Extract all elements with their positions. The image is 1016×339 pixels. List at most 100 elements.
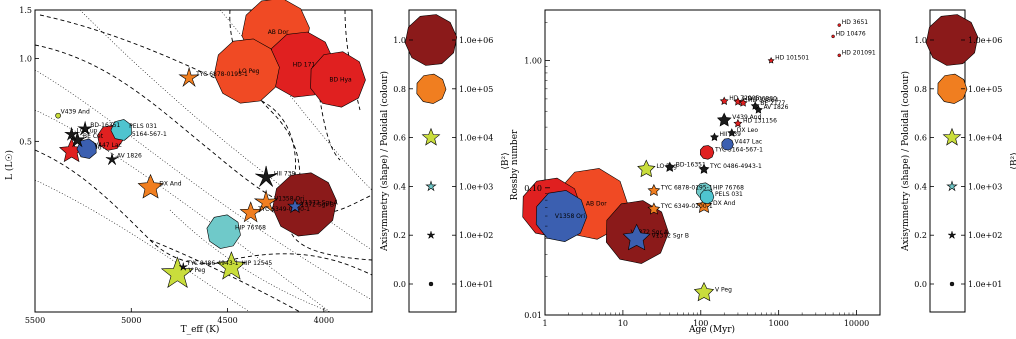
hr-point-label: HD 171488 xyxy=(293,62,327,69)
legend-frame xyxy=(408,9,457,313)
rossby-point-label: V1372 Sgr A xyxy=(631,229,669,236)
rossby-point-label: HD 201091 xyxy=(842,49,876,56)
rossby-point-label: HD 131156 xyxy=(743,118,777,125)
rossby-point xyxy=(622,223,651,251)
hr-point-label: V1372 Sgr A xyxy=(300,199,338,206)
legend-marker xyxy=(948,231,956,239)
legend-marker xyxy=(946,180,958,192)
hr-point xyxy=(55,112,61,119)
rossby-y-tick-label: 1.00 xyxy=(524,57,542,66)
legend-panel-2: 1.0e+01 1.0e+02 1.0e+03 1.0e+04 1.0e+05 1.0e+… xyxy=(900,9,1016,313)
legend-ylabel: Axisymmetry (shape) / Poloidal (colour) xyxy=(379,71,390,252)
hr-point xyxy=(287,198,303,214)
hr-point xyxy=(137,173,164,199)
rossby-point xyxy=(719,96,729,105)
hr-point-label: TYC 0486-4943-1 xyxy=(186,260,239,267)
legend-marker xyxy=(942,127,962,146)
hr-xlabel: T_eff (K) xyxy=(181,324,220,335)
rossby-point xyxy=(535,190,588,243)
legend-value: 1.0e+05 xyxy=(459,85,493,94)
hr-ylabel: L (L☉) xyxy=(4,150,15,180)
rossby-point-label: V1372 Sgr B xyxy=(652,232,689,239)
legend-asym-tick: 0.6 xyxy=(914,134,927,143)
legend-marker xyxy=(428,281,434,287)
rossby-point xyxy=(693,281,715,302)
evolution-track xyxy=(34,179,251,313)
legend-marker xyxy=(421,127,441,146)
rossby-point-label: DX And xyxy=(713,200,736,207)
legend-panel-1: 1.0e+01 1.0e+02 1.0e+03 1.0e+04 1.0e+05 1.0e+… xyxy=(379,9,511,313)
rossby-point-label: HIP 76768 xyxy=(713,185,744,192)
legend-marker xyxy=(404,14,458,66)
legend-value: 1.0e+04 xyxy=(459,134,493,143)
legend-value: 1.0e+06 xyxy=(968,36,1002,45)
rossby-plot-frame xyxy=(544,9,881,316)
hr-point xyxy=(64,126,80,141)
rossby-x-tick-label: 100 xyxy=(693,319,708,328)
rossby-point xyxy=(664,161,676,172)
rossby-xlabel: Age (Myr) xyxy=(688,324,735,335)
legend-asym-tick: 0.0 xyxy=(914,280,927,289)
hr-ticks: 5500 5000 4500 4000 0.5 1.0 1.5 xyxy=(19,6,334,325)
legend-marker xyxy=(937,73,968,104)
hr-point-label: HIP 76768 xyxy=(235,225,266,232)
hr-point xyxy=(69,131,86,148)
rossby-point-label: HD 3651 xyxy=(842,19,868,26)
hr-point xyxy=(216,251,247,280)
hr-point-label: TYC 5164-567-1 xyxy=(118,131,167,138)
rossby-point xyxy=(699,189,715,205)
rossby-point xyxy=(721,138,734,151)
hr-point-label: V Peg xyxy=(188,267,205,274)
hr-point xyxy=(178,66,200,88)
rossby-ticks: 1 10 100 1000 10000 0.01 0.10 1.00 xyxy=(524,22,869,328)
hr-point xyxy=(160,256,195,289)
hr-point-label: DX And xyxy=(159,180,182,187)
legend-value: 1.0e+06 xyxy=(459,36,493,45)
rossby-point-label: HD 10476 xyxy=(836,30,866,37)
rossby-x-tick-label: 10000 xyxy=(844,319,869,328)
rossby-point xyxy=(750,101,760,110)
rossby-point xyxy=(716,112,732,127)
legend-value: 1.0e+03 xyxy=(968,182,1002,191)
rossby-y-tick-label: 0.10 xyxy=(524,184,542,193)
rossby-point xyxy=(837,23,842,27)
hr-point xyxy=(179,262,188,271)
rossby-point xyxy=(699,145,715,160)
legend-value: 1.0e+02 xyxy=(968,231,1002,240)
legend-ylabel: Axisymmetry (shape) / Poloidal (colour) xyxy=(900,71,911,252)
hr-x-tick-label: 5000 xyxy=(121,316,141,325)
hr-point xyxy=(255,165,278,187)
hr-x-tick-label: 5500 xyxy=(25,316,45,325)
legend-asym-tick: 1.0 xyxy=(393,36,406,45)
hr-point-label: V1358 Ori xyxy=(274,195,304,202)
rossby-point-label: DX Leo xyxy=(737,127,759,134)
hr-point-label: V447 Lac xyxy=(94,142,122,149)
legend-asym-tick: 0.6 xyxy=(393,134,406,143)
rossby-point-label: V Peg xyxy=(715,287,732,294)
hr-point xyxy=(272,172,337,237)
rossby-point xyxy=(837,53,842,58)
hr-point-label: V439 And xyxy=(61,109,90,116)
rossby-point xyxy=(753,105,763,114)
legend-asym-tick: 1.0 xyxy=(914,36,927,45)
rossby-point xyxy=(647,202,661,215)
evolution-track xyxy=(34,149,373,276)
hr-x-tick-label: 4500 xyxy=(217,316,237,325)
rossby-point xyxy=(733,96,743,106)
legend-marker xyxy=(949,281,955,287)
legend-asym-tick: 0.0 xyxy=(393,280,406,289)
rossby-point xyxy=(738,98,748,107)
hr-y-tick-label: 0.5 xyxy=(19,137,32,146)
rossby-point-label: HD 33564 xyxy=(748,97,778,104)
hr-x-tick-label: 4000 xyxy=(314,316,334,325)
rossby-point-label: V1358 Ori xyxy=(555,213,585,220)
rossby-point-label: HD 206860 xyxy=(743,96,777,103)
evolution-track xyxy=(169,209,331,313)
rossby-x-tick-label: 10 xyxy=(618,319,628,328)
hr-y-tick-label: 1.0 xyxy=(19,54,32,63)
hr-point-label: BD Hya xyxy=(329,76,352,83)
legend-frame xyxy=(929,9,966,313)
hr-point xyxy=(110,119,132,141)
legend-rlabel: ⟨B²⟩ xyxy=(501,152,511,169)
